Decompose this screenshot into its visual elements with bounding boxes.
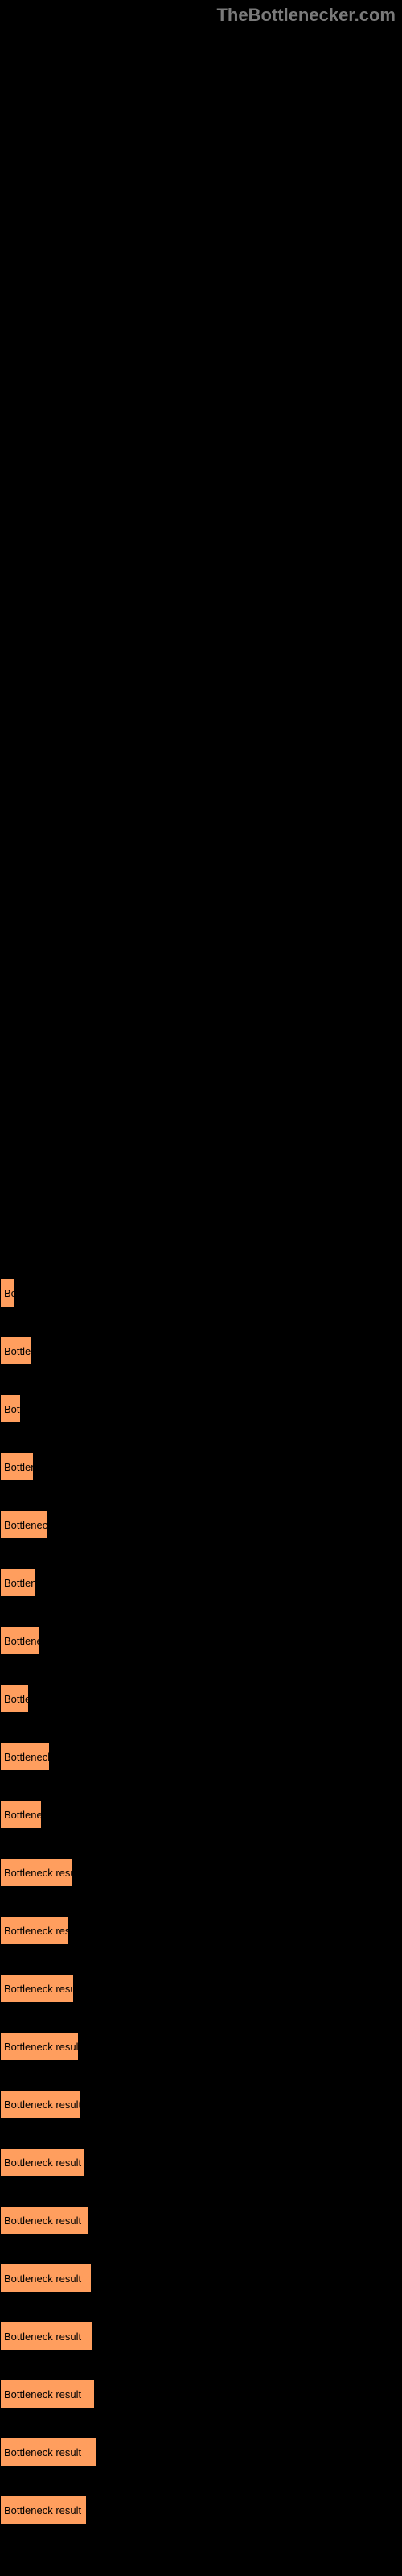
bar: Bottleneck result — [0, 1800, 42, 1829]
bar: Bottleneck result — [0, 1336, 32, 1365]
bar-label: Bottleneck result — [4, 2446, 81, 2458]
bar-label: Bottleneck result — [4, 1461, 34, 1473]
bar-row: Bottleneck result — [0, 1278, 14, 1307]
bar-row: Bottleneck result — [0, 2032, 79, 2061]
bar: Bottleneck result — [0, 2032, 79, 2061]
bar-label: Bottleneck result — [4, 1867, 72, 1879]
bar: Bottleneck result — [0, 2438, 96, 2467]
bar-label: Bottleneck result — [4, 2330, 81, 2343]
bar: Bottleneck result — [0, 2206, 88, 2235]
bar-label: Bottleneck result — [4, 1693, 29, 1705]
bar-label: Bottleneck result — [4, 2215, 81, 2227]
bar-row: Bottleneck result — [0, 2380, 95, 2409]
bar: Bottleneck result — [0, 2322, 93, 2351]
watermark-text: TheBottlenecker.com — [216, 5, 396, 26]
bar-row: Bottleneck result — [0, 2148, 85, 2177]
bar: Bottleneck result — [0, 1394, 21, 1423]
bar-label: Bottleneck result — [4, 1635, 40, 1647]
bar-row: Bottleneck result — [0, 2090, 80, 2119]
bar-row: Bottleneck result — [0, 1626, 40, 1655]
bar-label: Bottleneck result — [4, 2099, 80, 2111]
bar-row: Bottleneck result — [0, 1974, 74, 2003]
bar: Bottleneck result — [0, 1916, 69, 1945]
bar-label: Bottleneck result — [4, 2388, 81, 2401]
bar-row: Bottleneck result — [0, 1452, 34, 1481]
bar-row: Bottleneck result — [0, 2264, 92, 2293]
bar: Bottleneck result — [0, 1742, 50, 1771]
bar-label: Bottleneck result — [4, 1983, 74, 1995]
bar-label: Bottleneck result — [4, 1519, 48, 1531]
bar-label: Bottleneck result — [4, 1809, 42, 1821]
bar: Bottleneck result — [0, 1858, 72, 1887]
bar-row: Bottleneck result — [0, 1742, 50, 1771]
bar-label: Bottleneck result — [4, 1925, 69, 1937]
bar: Bottleneck result — [0, 2148, 85, 2177]
bar-row: Bottleneck result — [0, 2496, 87, 2524]
bar: Bottleneck result — [0, 2090, 80, 2119]
bar: Bottleneck result — [0, 1974, 74, 2003]
bar: Bottleneck result — [0, 2264, 92, 2293]
bar: Bottleneck result — [0, 1626, 40, 1655]
bar: Bottleneck result — [0, 1278, 14, 1307]
bar-row: Bottleneck result — [0, 2206, 88, 2235]
bar: Bottleneck result — [0, 1510, 48, 1539]
bar-row: Bottleneck result — [0, 1394, 21, 1423]
bar-label: Bottleneck result — [4, 1577, 35, 1589]
bar: Bottleneck result — [0, 2496, 87, 2524]
bar-row: Bottleneck result — [0, 1858, 72, 1887]
bar-row: Bottleneck result — [0, 2438, 96, 2467]
bar-row: Bottleneck result — [0, 1336, 32, 1365]
bar-row: Bottleneck result — [0, 1800, 42, 1829]
bar-label: Bottleneck result — [4, 2504, 81, 2516]
bar-label: Bottleneck result — [4, 1751, 50, 1763]
bar-label: Bottleneck result — [4, 2041, 79, 2053]
bar-label: Bottleneck result — [4, 1403, 21, 1415]
bar: Bottleneck result — [0, 1452, 34, 1481]
bar-label: Bottleneck result — [4, 2273, 81, 2285]
bar-row: Bottleneck result — [0, 1510, 48, 1539]
bar-row: Bottleneck result — [0, 2322, 93, 2351]
bar-row: Bottleneck result — [0, 1568, 35, 1597]
bar-row: Bottleneck result — [0, 1684, 29, 1713]
bar: Bottleneck result — [0, 1684, 29, 1713]
bar-label: Bottleneck result — [4, 1287, 14, 1299]
bar: Bottleneck result — [0, 1568, 35, 1597]
bar: Bottleneck result — [0, 2380, 95, 2409]
bar-row: Bottleneck result — [0, 1916, 69, 1945]
bar-label: Bottleneck result — [4, 1345, 32, 1357]
bar-label: Bottleneck result — [4, 2157, 81, 2169]
